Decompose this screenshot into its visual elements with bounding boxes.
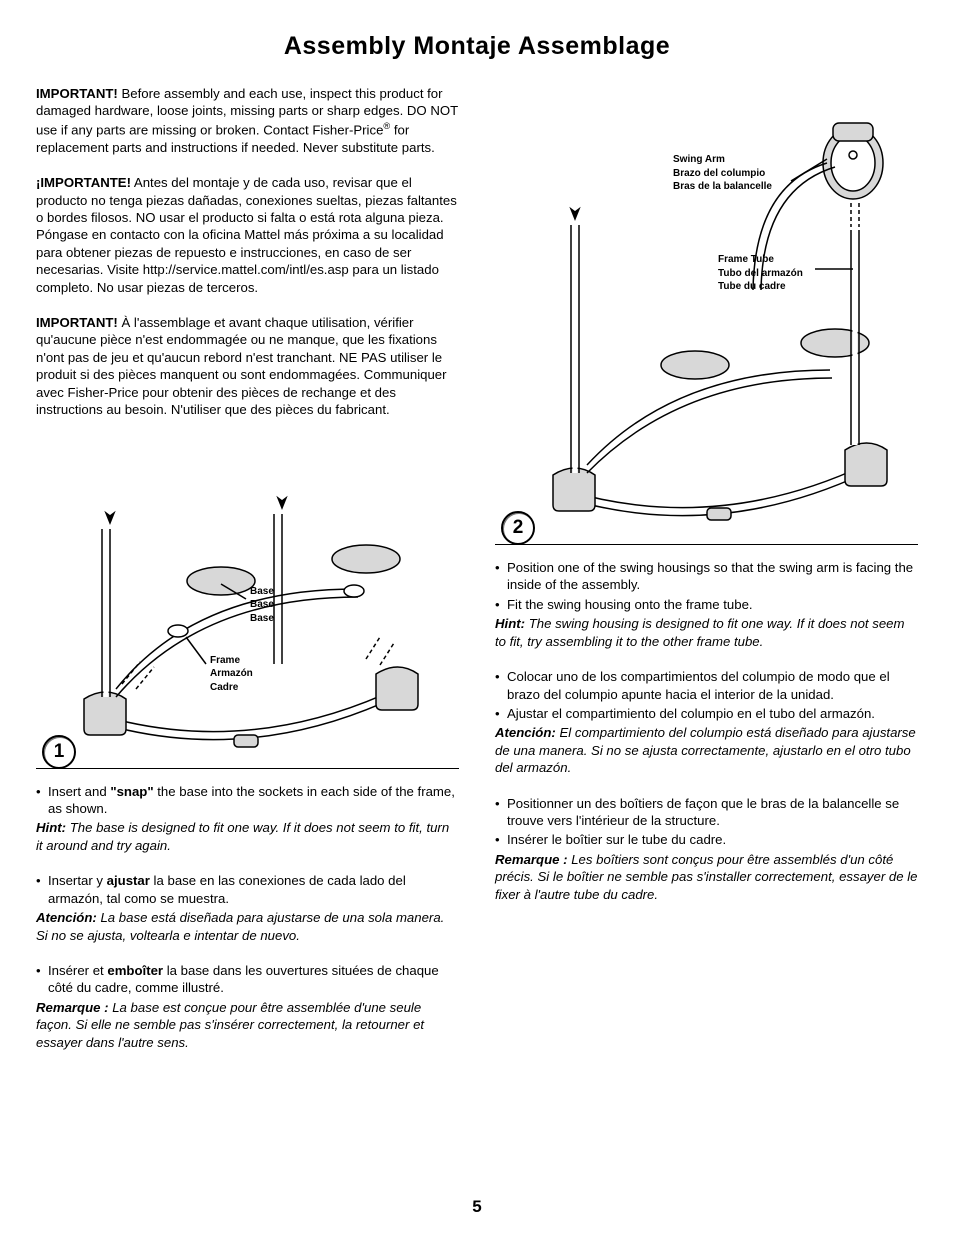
hint-body: El compartimiento del columpio está dise… (495, 725, 916, 775)
list-item: Fit the swing housing onto the frame tub… (495, 596, 918, 613)
step2-fr-list: Positionner un des boîtiers de façon que… (495, 795, 918, 849)
step2-es-list: Colocar uno de los compartimientos del c… (495, 668, 918, 722)
warning-body: Antes del montaje y de cada uso, revisar… (36, 175, 457, 295)
hint-lead: Atención: (495, 725, 556, 740)
label-frame-tube: Frame Tube Tubo del armazón Tube du cadr… (718, 253, 803, 294)
label-swing-arm: Swing Arm Brazo del columpio Bras de la … (673, 153, 772, 194)
hint-lead: Hint: (36, 820, 66, 835)
label-line: Swing Arm (673, 153, 772, 167)
text-bold: ajustar (107, 873, 150, 888)
warning-fr: IMPORTANT! À l'assemblage et avant chaqu… (36, 314, 459, 419)
text: Insert and (48, 784, 110, 799)
list-item: Colocar uno de los compartimientos del c… (495, 668, 918, 703)
label-line: Tubo del armazón (718, 267, 803, 281)
page-title: Assembly Montaje Assemblage (36, 32, 918, 61)
hint-body: La base está diseñada para ajustarse de … (36, 910, 444, 942)
label-line: Armazón (210, 667, 253, 681)
page-number: 5 (0, 1197, 954, 1217)
figure-1: Base Base Base Frame Armazón Cadre 1 (36, 459, 459, 769)
hint-lead: Hint: (495, 616, 525, 631)
step1-es-list: Insertar y ajustar la base en las conexi… (36, 872, 459, 907)
list-item: Insertar y ajustar la base en las conexi… (36, 872, 459, 907)
list-item: Ajustar el compartimiento del columpio e… (495, 705, 918, 722)
step1-fr-hint: Remarque : La base est conçue pour être … (36, 999, 459, 1051)
warning-lead: IMPORTANT! (36, 86, 118, 101)
warning-en: IMPORTANT! Before assembly and each use,… (36, 85, 459, 156)
text-bold: emboîter (107, 963, 163, 978)
right-column: Swing Arm Brazo del columpio Bras de la … (495, 85, 918, 1069)
warning-es: ¡IMPORTANTE! Antes del montaje y de cada… (36, 174, 459, 296)
warning-lead: IMPORTANT! (36, 315, 118, 330)
label-line: Base (250, 612, 274, 626)
warning-lead: ¡IMPORTANTE! (36, 175, 131, 190)
text: Insérer et (48, 963, 107, 978)
step2-en-list: Position one of the swing housings so th… (495, 559, 918, 613)
list-item: Insert and "snap" the base into the sock… (36, 783, 459, 818)
step2-en-hint: Hint: The swing housing is designed to f… (495, 615, 918, 650)
hint-lead: Remarque : (36, 1000, 109, 1015)
hint-body: The swing housing is designed to fit one… (495, 616, 905, 648)
hint-lead: Remarque : (495, 852, 568, 867)
list-item: Insérer le boîtier sur le tube du cadre. (495, 831, 918, 848)
step1-fr-list: Insérer et emboîter la base dans les ouv… (36, 962, 459, 997)
label-line: Frame Tube (718, 253, 803, 267)
warning-body: À l'assemblage et avant chaque utilisati… (36, 315, 447, 417)
label-line: Frame (210, 654, 253, 668)
step-number-badge: 2 (501, 511, 535, 545)
label-base: Base Base Base (250, 585, 274, 626)
list-item: Position one of the swing housings so th… (495, 559, 918, 594)
label-line: Cadre (210, 681, 253, 695)
label-line: Tube du cadre (718, 280, 803, 294)
label-line: Base (250, 598, 274, 612)
step1-en-list: Insert and "snap" the base into the sock… (36, 783, 459, 818)
label-line: Bras de la balancelle (673, 180, 772, 194)
hint-lead: Atención: (36, 910, 97, 925)
text-bold: "snap" (110, 784, 153, 799)
hint-body: The base is designed to fit one way. If … (36, 820, 449, 852)
label-frame: Frame Armazón Cadre (210, 654, 253, 695)
label-line: Base (250, 585, 274, 599)
step1-en-hint: Hint: The base is designed to fit one wa… (36, 819, 459, 854)
list-item: Positionner un des boîtiers de façon que… (495, 795, 918, 830)
step-number-badge: 1 (42, 735, 76, 769)
step2-fr-hint: Remarque : Les boîtiers sont conçus pour… (495, 851, 918, 903)
content-columns: IMPORTANT! Before assembly and each use,… (36, 85, 918, 1069)
figure-1-diagram (36, 459, 456, 759)
figure-2: Swing Arm Brazo del columpio Bras de la … (495, 85, 918, 545)
label-line: Brazo del columpio (673, 167, 772, 181)
step1-es-hint: Atención: La base está diseñada para aju… (36, 909, 459, 944)
step2-es-hint: Atención: El compartimiento del columpio… (495, 724, 918, 776)
list-item: Insérer et emboîter la base dans les ouv… (36, 962, 459, 997)
text: Insertar y (48, 873, 107, 888)
left-column: IMPORTANT! Before assembly and each use,… (36, 85, 459, 1069)
